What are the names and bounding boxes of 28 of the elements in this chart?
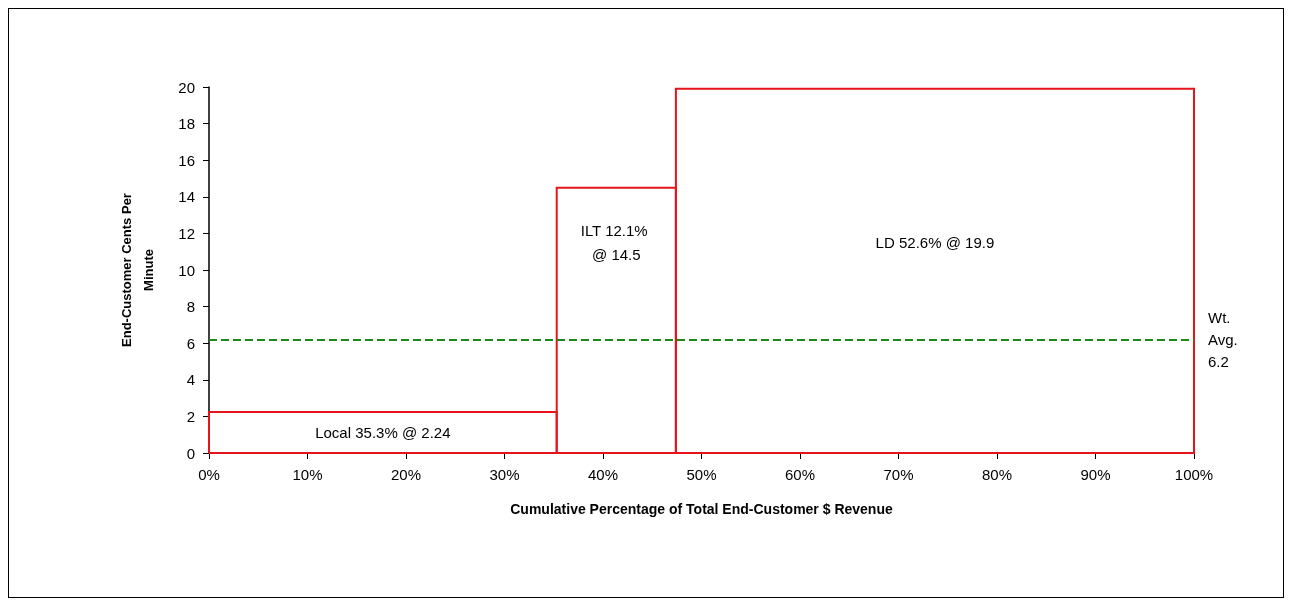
y-tick-label: 16 [178, 151, 195, 169]
data-label: ILT 12.1% @ 14.5 [580, 222, 652, 264]
y-axis-title: End-Customer Cents Per Minute [118, 193, 156, 347]
x-tick-label: 100% [1174, 466, 1214, 483]
y-tick-label: 8 [186, 298, 195, 316]
x-tick-label: 90% [1080, 466, 1111, 483]
x-tick-label: 20% [390, 466, 422, 483]
x-tick-label: 40% [587, 466, 619, 483]
y-tick-label: 10 [178, 261, 195, 279]
data-label: Local 35.3% @ 2.24 [315, 424, 451, 441]
data-label: LD 52.6% @ 19.9 [875, 234, 995, 252]
y-tick-label: 14 [178, 188, 195, 206]
y-tick-label: 0 [186, 444, 195, 462]
ref-line-label: Wt. Avg. 6.2 [1208, 309, 1238, 371]
y-tick-label: 6 [186, 334, 195, 352]
x-tick-label: 30% [489, 466, 520, 483]
x-axis-title: Cumulative Percentage of Total End-Customer $ Revenue [510, 501, 893, 517]
x-tick-label: 0% [198, 466, 220, 483]
y-tick-label: 18 [178, 115, 195, 133]
x-tick-label: 70% [883, 466, 914, 483]
x-tick-label: 50% [686, 466, 717, 483]
y-tick-label: 2 [186, 407, 195, 425]
y-tick-label: 20 [178, 78, 195, 96]
x-tick-label: 10% [292, 466, 323, 483]
x-tick-label: 60% [784, 466, 816, 483]
x-tick-label: 80% [981, 466, 1013, 483]
y-tick-label: 4 [186, 371, 195, 389]
y-tick-label: 12 [178, 224, 195, 242]
